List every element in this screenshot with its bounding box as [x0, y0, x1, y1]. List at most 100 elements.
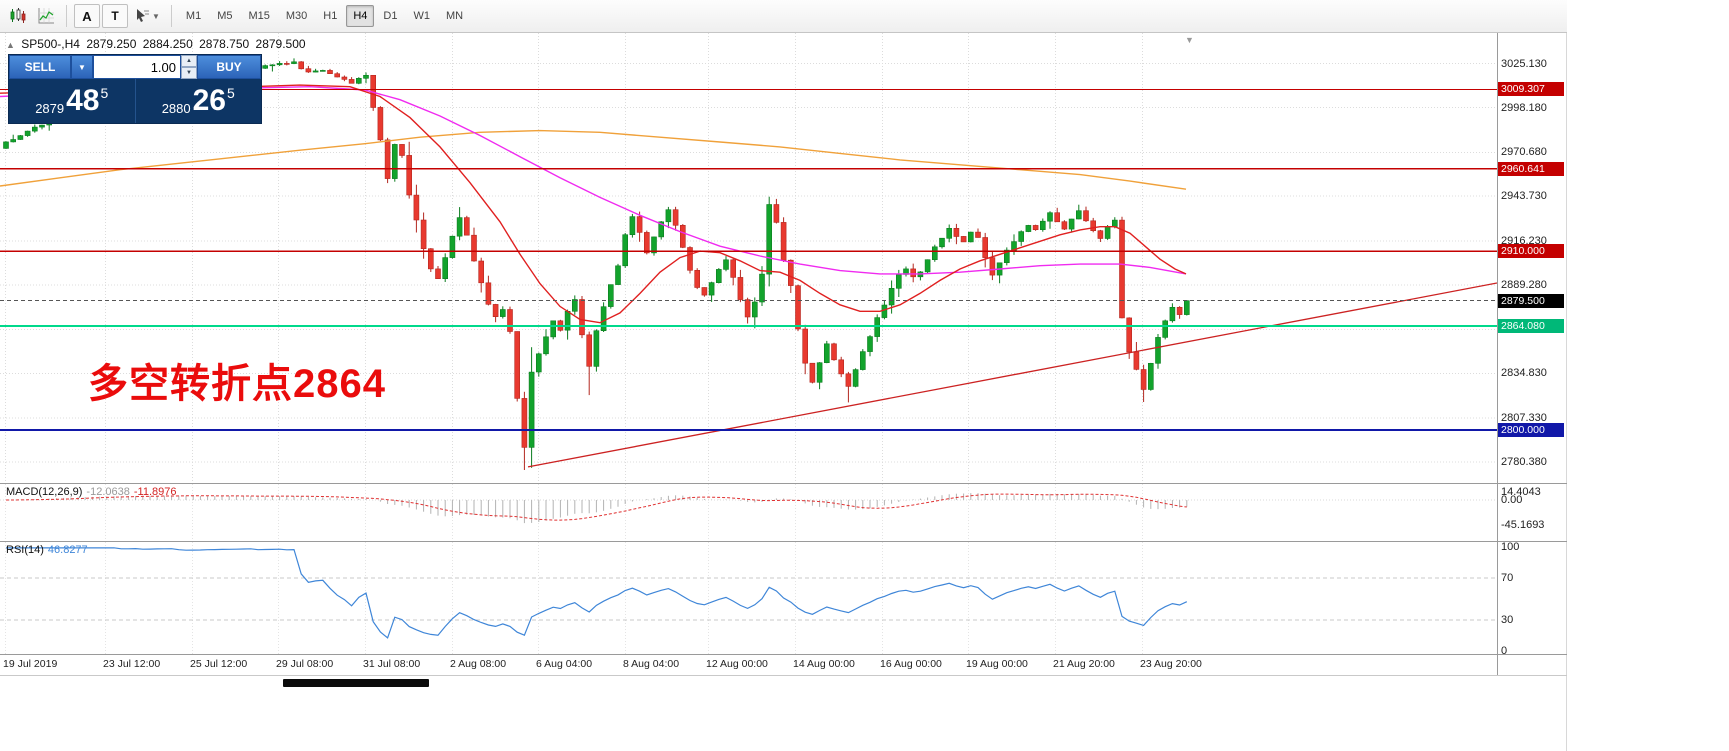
crosshair-tool-button[interactable]: ▼	[130, 4, 164, 28]
text-tool-button[interactable]: T	[102, 4, 128, 28]
volume-decrease-button[interactable]: ▼	[181, 67, 197, 79]
window-bottom-edge	[0, 675, 1567, 676]
axis-separator-line	[1497, 33, 1498, 675]
price-level-badge: 2800.000	[1498, 423, 1564, 438]
time-axis-label: 19 Jul 2019	[3, 658, 58, 670]
time-axis[interactable]: 19 Jul 2019 23 Jul 12:00 25 Jul 12:00 29 Ju…	[0, 655, 1497, 676]
macd-signal-value: -11.8976	[133, 486, 177, 498]
panel-separator[interactable]	[0, 483, 1567, 484]
timeframe-M5[interactable]: M5	[210, 5, 239, 27]
current-price-badge: 2879.500	[1498, 293, 1564, 308]
volume-input[interactable]	[92, 55, 181, 79]
timeframe-M15[interactable]: M15	[241, 5, 276, 27]
rsi-line	[6, 547, 1188, 639]
time-axis-label: 23 Jul 12:00	[103, 658, 161, 670]
time-axis-label: 16 Aug 00:00	[880, 658, 942, 670]
bid-price: 2879 48 5	[35, 84, 109, 117]
macd-label: MACD(12,26,9) -12.0638 -11.8976	[6, 486, 177, 498]
macd-signal-line	[6, 493, 1187, 521]
price-axis-label: 2943.730	[1501, 190, 1547, 203]
chart-symbol-title: ▲ SP500-,H4 2879.250 2884.250 2878.750 2…	[6, 37, 309, 51]
price-level-badge: 2864.080	[1498, 318, 1564, 333]
time-axis-label: 14 Aug 00:00	[793, 658, 855, 670]
timeframe-H1[interactable]: H1	[316, 5, 344, 27]
order-type-dropdown[interactable]: ▼	[71, 55, 93, 79]
chart-shift-marker[interactable]: ▼	[1185, 35, 1194, 45]
macd-panel[interactable]: MACD(12,26,9) -12.0638 -11.8976	[0, 484, 1497, 540]
timeframe-D1[interactable]: D1	[376, 5, 404, 27]
rsi-label: RSI(14) 46.8277	[6, 544, 88, 556]
tick-chart-icon[interactable]	[33, 4, 59, 28]
macd-axis-label: 0.00	[1501, 494, 1523, 506]
volume-increase-button[interactable]: ▲	[181, 55, 197, 67]
sell-button[interactable]: SELL	[9, 55, 71, 79]
cursor-a-tool-button[interactable]: A	[74, 4, 100, 28]
cursor-arrow-icon	[137, 9, 149, 22]
ohlc-open: 2879.250	[86, 37, 137, 51]
time-axis-label: 6 Aug 04:00	[536, 658, 593, 670]
letter-a-icon: A	[82, 8, 92, 24]
rsi-axis-label: 30	[1501, 613, 1514, 626]
timeframe-H4[interactable]: H4	[346, 5, 375, 27]
macd-axis-label: 14.4043	[1501, 485, 1541, 498]
time-axis-label: 8 Aug 04:00	[623, 658, 680, 670]
price-chart-svg	[0, 33, 1497, 483]
price-axis[interactable]: 3025.130 2998.180 2970.680 2943.730 2916.230…	[1497, 0, 1567, 751]
ohlc-high: 2884.250	[142, 37, 193, 51]
time-axis-label: 2 Aug 08:00	[450, 658, 507, 670]
price-axis-label: 2807.330	[1501, 412, 1547, 425]
price-level-badge: 3009.307	[1498, 82, 1564, 97]
timeframe-M1[interactable]: M1	[179, 5, 208, 27]
timeframe-W1[interactable]: W1	[406, 5, 437, 27]
time-axis-label: 25 Jul 12:00	[190, 658, 248, 670]
panel-separator	[0, 654, 1567, 655]
main-toolbar: A T ▼ M1 M5 M15 M30 H1 H4 D1 W1 MN	[0, 0, 1567, 33]
ohlc-close: 2879.500	[255, 37, 306, 51]
ma-mid-magenta	[0, 85, 1187, 275]
taskbar-fragment	[283, 679, 429, 687]
time-axis-label: 23 Aug 20:00	[1140, 658, 1202, 670]
ask-price: 2880 26 5	[161, 84, 235, 117]
chart-canvas[interactable]: ▲ SP500-,H4 2879.250 2884.250 2878.750 2…	[0, 33, 1497, 483]
time-axis-label: 19 Aug 00:00	[966, 658, 1028, 670]
price-divider	[134, 79, 136, 123]
rsi-panel[interactable]: RSI(14) 46.8277	[0, 542, 1497, 654]
time-axis-label: 31 Jul 08:00	[363, 658, 421, 670]
price-axis-label: 2970.680	[1501, 146, 1547, 159]
toolbar-separator	[170, 5, 172, 27]
letter-t-icon: T	[111, 9, 119, 23]
rsi-axis-label: 0	[1501, 645, 1508, 657]
panel-separator[interactable]	[0, 541, 1567, 542]
price-axis-label: 3025.130	[1501, 57, 1547, 70]
rsi-axis-label: 100	[1501, 541, 1520, 553]
price-axis-label: 2998.180	[1501, 101, 1547, 114]
timeframe-buttons: M1 M5 M15 M30 H1 H4 D1 W1 MN	[178, 5, 471, 27]
price-axis-label: 2916.230	[1501, 234, 1547, 247]
chevron-down-icon: ▼	[152, 11, 160, 21]
macd-histogram	[12, 493, 1188, 524]
timeframe-MN[interactable]: MN	[439, 5, 470, 27]
buy-button[interactable]: BUY	[197, 55, 261, 79]
symbol-name: SP500-,H4	[21, 37, 80, 51]
trendline[interactable]	[527, 282, 1497, 468]
time-axis-label: 21 Aug 20:00	[1053, 658, 1115, 670]
candlestick-chart-icon[interactable]	[5, 4, 31, 28]
trade-panel-collapse-icon[interactable]: ▲	[6, 40, 15, 50]
time-axis-label: 12 Aug 00:00	[706, 658, 768, 670]
toolbar-separator	[66, 5, 67, 27]
mt4-window: A T ▼ M1 M5 M15 M30 H1 H4 D1 W1 MN ▲ SP500-,H4 2…	[0, 0, 1567, 751]
price-axis-label: 2834.830	[1501, 367, 1547, 380]
time-axis-label: 29 Jul 08:00	[276, 658, 334, 670]
timeframe-M30[interactable]: M30	[279, 5, 314, 27]
rsi-axis-label: 70	[1501, 572, 1514, 585]
price-axis-label: 2780.380	[1501, 456, 1547, 469]
price-axis-label: 2889.280	[1501, 278, 1547, 291]
price-level-badge: 2960.641	[1498, 161, 1564, 176]
macd-main-value: -12.0638	[86, 486, 130, 498]
ohlc-low: 2878.750	[199, 37, 250, 51]
macd-axis-label: -45.1693	[1501, 519, 1545, 532]
chart-annotation-text[interactable]: 多空转折点2864	[88, 362, 386, 406]
rsi-value: 46.8277	[47, 544, 88, 556]
ma-slow-orange	[0, 129, 1187, 190]
